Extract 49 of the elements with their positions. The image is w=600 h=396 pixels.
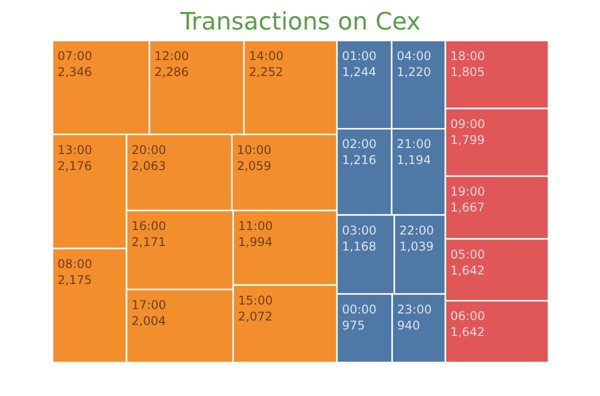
data-label: 2,252 (248, 64, 284, 79)
data-label: 1,799 (450, 132, 485, 147)
data-label: 1,667 (450, 200, 485, 215)
category-label: 04:00 (396, 48, 432, 63)
category-label: 20:00 (132, 142, 166, 157)
category-label: 15:00 (238, 293, 273, 308)
data-label: 1,194 (396, 153, 432, 168)
category-label: 03:00 (342, 223, 377, 238)
data-label: 1,168 (342, 239, 376, 254)
category-label: 10:00 (236, 142, 272, 157)
data-label: 1,244 (342, 64, 376, 79)
category-label: 00:00 (342, 302, 377, 316)
category-label: 02:00 (342, 137, 377, 152)
category-label: 09:00 (450, 116, 485, 131)
category-label: 08:00 (58, 256, 92, 271)
data-label: 2,346 (58, 64, 92, 79)
category-label: 17:00 (132, 298, 166, 312)
data-label: 1,642 (450, 263, 485, 278)
category-label: 18:00 (450, 48, 485, 63)
data-label: 940 (397, 318, 420, 332)
data-label: 1,994 (238, 234, 272, 249)
category-label: 19:00 (450, 184, 485, 199)
category-label: 05:00 (450, 247, 485, 262)
data-label: 2,171 (132, 234, 166, 249)
category-label: 07:00 (58, 48, 92, 63)
data-label: 2,286 (154, 64, 189, 79)
category-label: 23:00 (397, 302, 432, 316)
data-label: 2,072 (238, 309, 272, 324)
category-label: 21:00 (396, 137, 432, 152)
data-label: 2,175 (58, 272, 92, 287)
category-label: 16:00 (132, 218, 166, 233)
data-label: 1,805 (450, 64, 485, 79)
category-label: 13:00 (58, 142, 92, 157)
data-label: 2,063 (132, 158, 166, 173)
data-label: 1,216 (342, 153, 376, 168)
data-label: 1,220 (396, 64, 432, 79)
category-label: 12:00 (154, 48, 190, 63)
data-label: 1,039 (399, 239, 434, 254)
data-label: 975 (342, 318, 365, 332)
category-label: 22:00 (399, 223, 434, 238)
category-label: 11:00 (238, 218, 273, 233)
data-label: 2,176 (58, 158, 92, 173)
text: Transactions on Cex (179, 8, 421, 36)
data-label: 2,004 (132, 314, 166, 328)
category-label: 06:00 (450, 309, 485, 324)
category-label: 01:00 (342, 48, 377, 63)
data-label: 1,642 (450, 325, 485, 340)
data-label: 2,059 (236, 158, 272, 173)
category-label: 14:00 (248, 48, 284, 63)
